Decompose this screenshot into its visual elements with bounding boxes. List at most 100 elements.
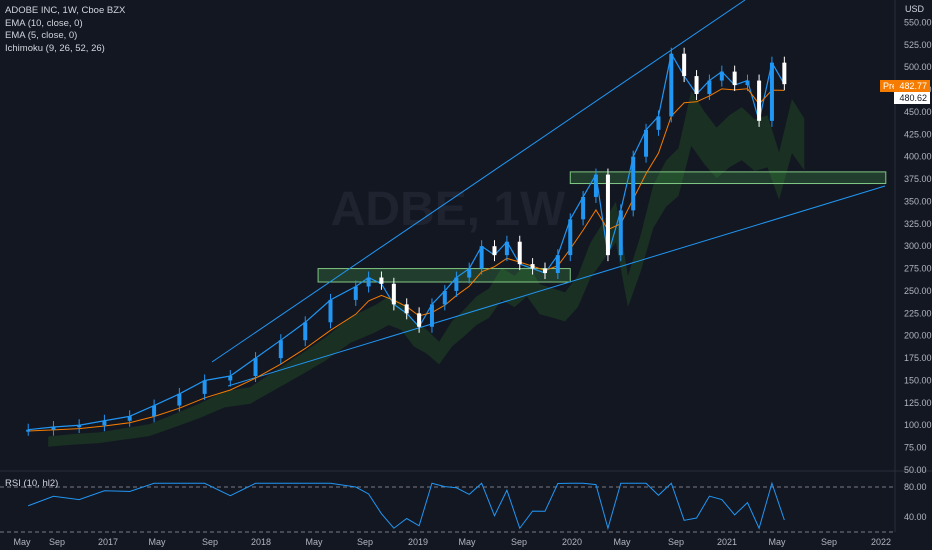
candle <box>694 76 699 94</box>
candle <box>593 174 598 197</box>
x-tick-label: 2020 <box>562 537 582 547</box>
ichimoku-legend[interactable]: Ichimoku (9, 26, 52, 26) <box>5 42 105 54</box>
candle <box>543 268 548 274</box>
y-tick-label: 250.00 <box>904 286 932 296</box>
x-tick-label: 2017 <box>98 537 118 547</box>
x-tick-label: May <box>305 537 323 547</box>
candle <box>682 53 687 77</box>
ema5-legend[interactable]: EMA (5, close, 0) <box>5 30 78 41</box>
candle <box>51 427 56 430</box>
x-tick-label: May <box>613 537 631 547</box>
candle <box>605 174 610 256</box>
rsi-line <box>28 481 785 531</box>
candle <box>102 420 107 426</box>
candle <box>555 255 560 274</box>
candle <box>366 277 371 287</box>
candle <box>479 246 484 269</box>
rsi-legend[interactable]: RSI (10, hl2) <box>5 478 59 489</box>
support-zone-2 <box>569 171 887 185</box>
y-tick-label: 325.00 <box>904 219 932 229</box>
candle <box>656 116 661 130</box>
candle <box>417 313 422 327</box>
candle <box>467 268 472 278</box>
y-tick-label: 400.00 <box>904 152 932 162</box>
symbol-title[interactable]: ADOBE INC, 1W, Cboe BZX <box>5 5 126 16</box>
candle <box>669 53 674 117</box>
candle <box>127 416 132 421</box>
candle <box>757 80 762 121</box>
y-tick-label: 100.00 <box>904 420 932 430</box>
candle <box>177 393 182 406</box>
y-tick-label: 550.00 <box>904 17 932 27</box>
candle <box>404 304 409 314</box>
candle <box>353 286 358 300</box>
candle <box>769 62 774 121</box>
upper-trendline <box>211 0 746 363</box>
candle <box>745 80 750 86</box>
y-tick-label: 500.00 <box>904 62 932 72</box>
rsi-y-tick-label: 80.00 <box>904 482 927 492</box>
x-tick-label: 2022 <box>871 537 891 547</box>
candle <box>707 80 712 94</box>
candle <box>517 241 522 265</box>
y-tick-label: 75.00 <box>904 443 927 453</box>
candle <box>504 241 509 256</box>
price-line <box>28 52 785 431</box>
candle <box>328 299 333 323</box>
candle <box>202 380 207 394</box>
candle <box>77 425 82 428</box>
x-tick-label: 2019 <box>408 537 428 547</box>
y-tick-label: 150.00 <box>904 375 932 385</box>
y-tick-label: 125.00 <box>904 398 932 408</box>
candle <box>429 304 434 327</box>
chart-legend: ADOBE INC, 1W, Cboe BZX EMA (10, close, … <box>5 5 125 55</box>
currency-label[interactable]: USD <box>905 4 925 14</box>
y-tick-label: 200.00 <box>904 331 932 341</box>
y-tick-label: 275.00 <box>904 264 932 274</box>
y-tick-label: 175.00 <box>904 353 932 363</box>
y-tick-label: 425.00 <box>904 129 932 139</box>
candle <box>631 156 636 211</box>
x-tick-label: May <box>458 537 476 547</box>
candle <box>530 264 535 269</box>
x-tick-label: Sep <box>668 537 684 547</box>
y-tick-label: 375.00 <box>904 174 932 184</box>
x-tick-label: May <box>768 537 786 547</box>
candle <box>568 219 573 256</box>
lower-trendline <box>227 185 886 387</box>
rsi-y-tick-label: 40.00 <box>904 512 927 522</box>
candle <box>581 196 586 220</box>
candle <box>732 71 737 86</box>
candle <box>618 210 623 256</box>
candle <box>454 277 459 291</box>
candle <box>253 358 258 376</box>
x-tick-label: Sep <box>511 537 527 547</box>
candle <box>719 71 724 81</box>
ema10-legend[interactable]: EMA (10, close, 0) <box>5 17 83 29</box>
y-tick-label: 300.00 <box>904 241 932 251</box>
x-tick-label: Sep <box>202 537 218 547</box>
y-tick-label: 225.00 <box>904 308 932 318</box>
x-tick-label: 2021 <box>717 537 737 547</box>
candle <box>303 322 308 341</box>
ichimoku-cloud <box>48 90 805 447</box>
candle <box>644 129 649 157</box>
y-tick-label: 450.00 <box>904 107 932 117</box>
x-tick-label: Sep <box>821 537 837 547</box>
premarket-price-label: 482.77 <box>894 80 930 92</box>
candle <box>379 277 384 284</box>
chart-watermark: ADBE, 1W <box>331 183 566 236</box>
candle <box>278 340 283 359</box>
candle <box>391 283 396 305</box>
x-tick-label: 2018 <box>251 537 271 547</box>
y-tick-label: 525.00 <box>904 40 932 50</box>
ema-line <box>28 88 785 432</box>
candle <box>152 405 157 417</box>
x-tick-label: May <box>13 537 31 547</box>
candle <box>782 62 787 85</box>
x-tick-label: Sep <box>49 537 65 547</box>
candle <box>228 376 233 381</box>
x-tick-label: Sep <box>357 537 373 547</box>
y-tick-label: 350.00 <box>904 196 932 206</box>
